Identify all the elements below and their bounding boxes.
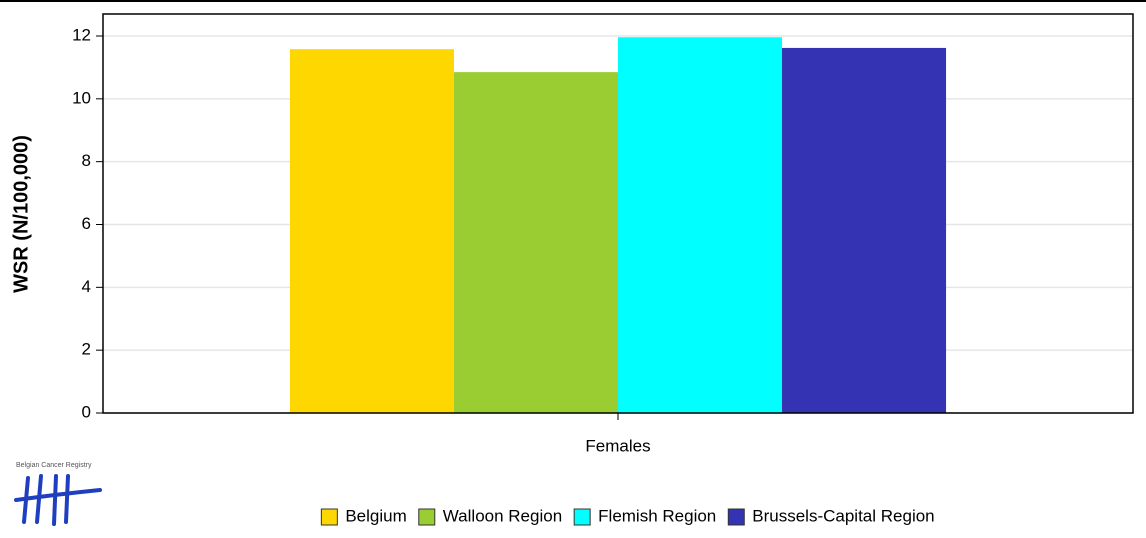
legend-label: Flemish Region [598,506,716,525]
logo-text: Belgian Cancer Registry [16,462,92,469]
plot-frame [102,13,1134,414]
logo-mark [14,474,102,526]
legend-swatch [573,508,591,526]
y-tick-label: 8 [82,151,91,170]
legend-label: Walloon Region [443,506,562,525]
bar [618,37,783,414]
y-tick-label: 4 [82,277,91,296]
legend-label: Brussels-Capital Region [752,506,934,525]
bar [782,47,947,413]
bar [453,72,618,414]
x-tick-label: Females [585,436,650,455]
y-tick-label: 2 [82,340,91,359]
y-tick-label: 0 [82,402,91,421]
legend-swatch [320,508,338,526]
legend-swatch [418,508,436,526]
y-tick-label: 12 [72,25,91,44]
legend-label: Belgium [345,506,406,525]
y-tick-label: 10 [72,88,91,107]
y-axis-label: WSR (N/100,000) [10,135,32,293]
y-tick-label: 6 [82,214,91,233]
bar [289,49,454,413]
legend-swatch [727,508,745,526]
